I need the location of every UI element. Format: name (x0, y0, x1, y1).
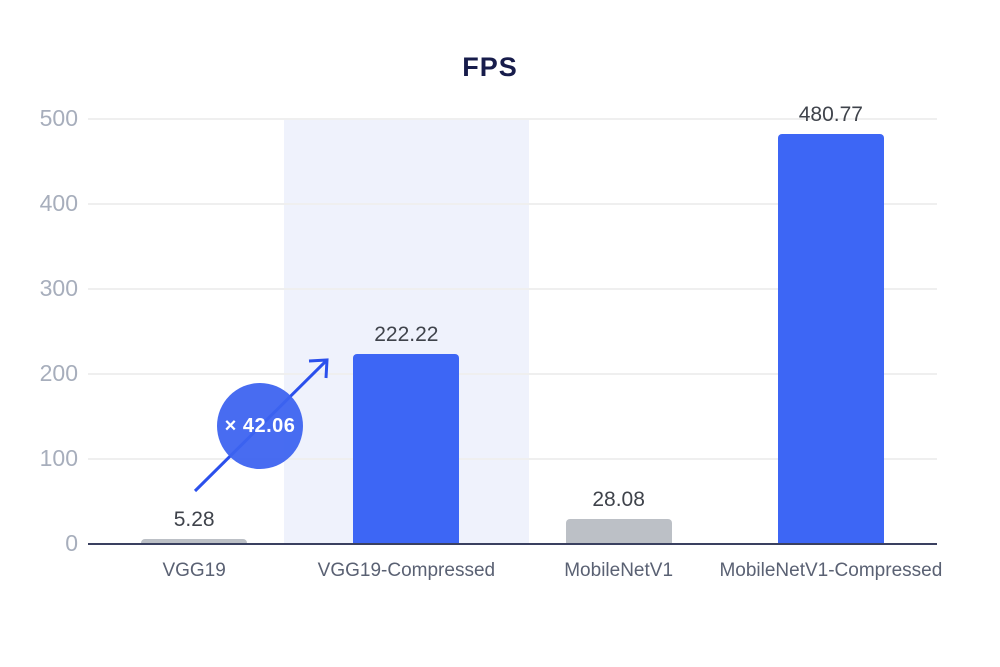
bar-mobilenetv1 (565, 519, 672, 543)
gridline-y400 (88, 203, 937, 205)
value-label: 5.28 (173, 508, 215, 531)
bar-mobilenetv1-compressed (777, 134, 884, 543)
y-tick-label: 0 (65, 530, 78, 556)
x-category-label: VGG19 (162, 560, 226, 581)
value-label: 28.08 (592, 488, 645, 511)
gridline-y300 (88, 288, 937, 290)
value-label: 222.22 (374, 323, 439, 346)
bar-vgg19-compressed (353, 354, 460, 543)
x-category-label: MobileNetV1 (564, 560, 674, 581)
value-label: 480.77 (798, 103, 863, 126)
y-tick-label: 500 (39, 105, 78, 131)
chart-title: FPS (462, 52, 518, 82)
y-tick-label: 200 (39, 360, 78, 386)
gridline-y100 (88, 458, 937, 460)
y-tick-label: 400 (39, 190, 78, 216)
multiplier-label: × 42.06 (224, 414, 296, 437)
x-category-label: VGG19-Compressed (317, 560, 496, 581)
gridline-y200 (88, 373, 937, 375)
y-tick-label: 100 (39, 445, 78, 471)
multiplier-badge: × 42.06 (217, 383, 303, 469)
y-tick-label: 300 (39, 275, 78, 301)
gridline-y500 (88, 118, 937, 120)
x-axis-line (88, 543, 937, 545)
x-category-label: MobileNetV1-Compressed (719, 560, 943, 581)
bar-vgg19 (141, 539, 248, 543)
